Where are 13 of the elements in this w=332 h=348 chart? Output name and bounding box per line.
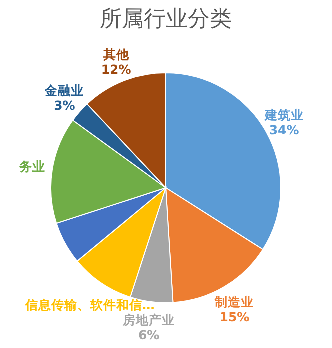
slice-label: 务业 bbox=[18, 158, 46, 174]
data-label: 34% bbox=[269, 122, 300, 138]
slice-label: 房地产业 bbox=[122, 312, 176, 328]
data-label: 3% bbox=[54, 98, 76, 114]
slice-label: 制造业 bbox=[214, 294, 254, 310]
slice-label: 建筑业 bbox=[264, 107, 304, 122]
slice-label: 其他 bbox=[102, 46, 130, 62]
data-label: 15% bbox=[220, 310, 250, 325]
slice-label: 信息传输、软件和信… bbox=[24, 298, 155, 313]
slice-label: 金融业 bbox=[44, 83, 84, 98]
data-label: 6% bbox=[138, 327, 160, 342]
chart-title: 所属行业分类 bbox=[100, 7, 232, 32]
data-label: 12% bbox=[101, 62, 132, 77]
